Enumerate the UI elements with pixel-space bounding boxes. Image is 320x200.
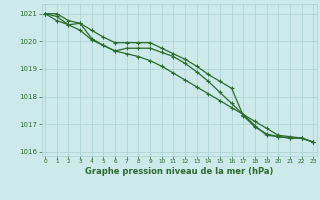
X-axis label: Graphe pression niveau de la mer (hPa): Graphe pression niveau de la mer (hPa) (85, 167, 273, 176)
